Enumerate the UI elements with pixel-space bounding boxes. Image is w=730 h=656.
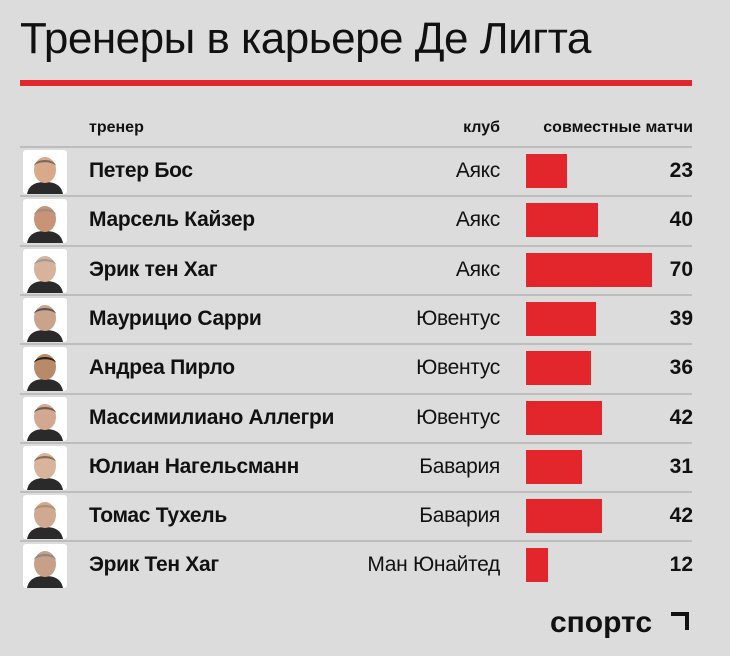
club-name: Ман Юнайтед — [367, 553, 500, 577]
coach-name: Марсель Кайзер — [89, 208, 255, 232]
table-row: Эрик тен Хаг Аякс 70 — [0, 246, 730, 295]
club-name: Аякс — [455, 208, 500, 232]
header-coach: тренер — [89, 119, 144, 136]
coach-name: Петер Бос — [89, 159, 193, 182]
club-name: Ювентус — [416, 306, 500, 330]
header-club: клуб — [463, 119, 500, 136]
matches-value: 42 — [669, 405, 693, 429]
matches-value: 40 — [669, 208, 693, 232]
sports-logo: спортс — [550, 606, 653, 639]
row-separator — [20, 491, 692, 494]
sports-logo-mark-icon — [671, 612, 689, 630]
club-name: Ювентус — [416, 405, 500, 429]
header-matches: совместные матчи — [543, 119, 693, 136]
matches-value: 42 — [669, 504, 693, 528]
coach-photo-icon — [23, 248, 67, 293]
matches-bar — [526, 252, 652, 287]
matches-bar — [526, 449, 582, 484]
coach-photo-icon — [23, 150, 67, 194]
coach-photo-icon — [23, 495, 67, 540]
row-separator — [20, 441, 692, 444]
page-title: Тренеры в карьере Де Лигта — [20, 14, 591, 63]
coach-photo-icon — [23, 445, 67, 490]
coach-photo-icon — [23, 297, 67, 342]
matches-value: 31 — [669, 454, 693, 478]
table-row: Томас Тухель Бавария 42 — [0, 492, 730, 541]
table-row: Эрик Тен Хаг Ман Юнайтед 12 — [0, 541, 730, 590]
row-separator — [20, 392, 692, 395]
matches-bar — [526, 548, 548, 583]
table-row: Марсель Кайзер Аякс 40 — [0, 196, 730, 245]
row-separator — [20, 195, 692, 198]
coach-photo-icon — [23, 396, 67, 441]
club-name: Бавария — [419, 504, 500, 528]
club-name: Аякс — [455, 159, 500, 182]
table-row: Юлиан Нагельсманн Бавария 31 — [0, 443, 730, 492]
row-separator — [20, 293, 692, 296]
row-separator — [20, 540, 692, 543]
matches-bar — [526, 351, 591, 386]
club-name: Ювентус — [416, 356, 500, 380]
matches-bar — [526, 154, 567, 188]
matches-bar — [526, 203, 598, 238]
matches-bar — [526, 400, 602, 435]
matches-value: 70 — [669, 257, 693, 281]
row-separator — [20, 244, 692, 247]
matches-value: 23 — [669, 159, 693, 182]
table-row: Андреа Пирло Ювентус 36 — [0, 344, 730, 393]
coach-name: Андреа Пирло — [89, 356, 235, 380]
coach-name: Маурицио Сарри — [89, 306, 262, 330]
club-name: Бавария — [419, 454, 500, 478]
coach-name: Эрик тен Хаг — [89, 257, 218, 281]
coach-photo-icon — [23, 544, 67, 589]
matches-value: 12 — [669, 553, 693, 577]
matches-value: 36 — [669, 356, 693, 380]
row-separator — [20, 146, 692, 148]
coach-name: Массимилиано Аллегри — [89, 405, 335, 429]
coach-name: Эрик Тен Хаг — [89, 553, 219, 577]
title-underline — [20, 80, 692, 86]
matches-bar — [526, 301, 596, 336]
row-separator — [20, 343, 692, 346]
coach-photo-icon — [23, 199, 67, 244]
matches-bar — [526, 499, 602, 534]
table-row: Петер Бос Аякс 23 — [0, 147, 730, 196]
table-row: Маурицио Сарри Ювентус 39 — [0, 295, 730, 344]
coach-photo-icon — [23, 347, 67, 392]
table-row: Массимилиано Аллегри Ювентус 42 — [0, 394, 730, 443]
club-name: Аякс — [455, 257, 500, 281]
coach-name: Юлиан Нагельсманн — [89, 454, 299, 478]
matches-value: 39 — [669, 306, 693, 330]
coach-name: Томас Тухель — [89, 504, 227, 528]
